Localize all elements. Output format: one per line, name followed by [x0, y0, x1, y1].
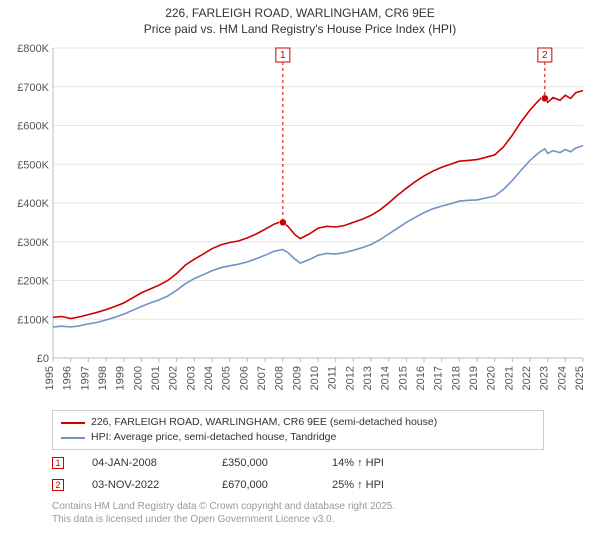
x-tick-label: 1997	[79, 366, 91, 390]
title-line-1: 226, FARLEIGH ROAD, WARLINGHAM, CR6 9EE	[0, 6, 600, 22]
event-price: £670,000	[222, 479, 332, 491]
y-tick-label: £600K	[17, 121, 49, 133]
legend-item: 226, FARLEIGH ROAD, WARLINGHAM, CR6 9EE …	[61, 415, 535, 430]
legend-swatch	[61, 422, 85, 424]
x-tick-label: 2020	[486, 366, 498, 390]
chart-title-block: 226, FARLEIGH ROAD, WARLINGHAM, CR6 9EE …	[0, 0, 600, 37]
x-tick-label: 2017	[433, 366, 445, 390]
x-tick-label: 2008	[274, 366, 286, 390]
y-tick-label: £700K	[17, 82, 49, 94]
x-tick-label: 2025	[574, 366, 586, 390]
x-tick-label: 2014	[380, 366, 392, 390]
y-tick-label: £0	[37, 353, 49, 365]
x-tick-label: 2001	[150, 366, 162, 390]
event-date: 03-NOV-2022	[92, 479, 222, 491]
x-tick-label: 2003	[185, 366, 197, 390]
legend-label: HPI: Average price, semi-detached house,…	[91, 430, 336, 445]
event-row: 2 03-NOV-2022£670,00025% ↑ HPI	[52, 474, 452, 496]
y-tick-label: £400K	[17, 198, 49, 210]
legend: 226, FARLEIGH ROAD, WARLINGHAM, CR6 9EE …	[52, 410, 544, 450]
x-tick-label: 2009	[291, 366, 303, 390]
x-tick-label: 2004	[203, 366, 215, 390]
y-tick-label: £100K	[17, 314, 49, 326]
x-tick-label: 1998	[97, 366, 109, 390]
x-tick-label: 2021	[503, 366, 515, 390]
y-tick-label: £500K	[17, 159, 49, 171]
x-tick-label: 2023	[539, 366, 551, 390]
x-tick-label: 2015	[397, 366, 409, 390]
event-date: 04-JAN-2008	[92, 457, 222, 469]
event-delta: 14% ↑ HPI	[332, 457, 452, 469]
x-tick-label: 1999	[115, 366, 127, 390]
x-tick-label: 2018	[450, 366, 462, 390]
legend-item: HPI: Average price, semi-detached house,…	[61, 430, 535, 445]
x-tick-label: 1995	[44, 366, 56, 390]
series-hpi	[53, 146, 583, 327]
x-tick-label: 2007	[256, 366, 268, 390]
event-marker-dot	[279, 219, 286, 226]
x-tick-label: 2006	[238, 366, 250, 390]
legend-label: 226, FARLEIGH ROAD, WARLINGHAM, CR6 9EE …	[91, 415, 437, 430]
title-line-2: Price paid vs. HM Land Registry's House …	[0, 22, 600, 38]
x-tick-label: 2016	[415, 366, 427, 390]
x-tick-label: 2019	[468, 366, 480, 390]
event-marker-badge: 2	[52, 479, 64, 491]
event-marker-badge: 1	[52, 457, 64, 469]
event-marker-label: 2	[542, 50, 548, 61]
event-marker-dot	[541, 95, 548, 102]
x-tick-label: 2000	[132, 366, 144, 390]
attribution-line-1: Contains HM Land Registry data © Crown c…	[52, 500, 395, 513]
event-delta: 25% ↑ HPI	[332, 479, 452, 491]
x-tick-label: 2013	[362, 366, 374, 390]
x-tick-label: 2011	[327, 366, 339, 390]
x-tick-label: 2005	[221, 366, 233, 390]
x-tick-label: 2022	[521, 366, 533, 390]
x-tick-label: 2010	[309, 366, 321, 390]
attribution-line-2: This data is licensed under the Open Gov…	[52, 513, 395, 526]
event-price: £350,000	[222, 457, 332, 469]
attribution: Contains HM Land Registry data © Crown c…	[52, 500, 395, 526]
series-price_paid	[53, 91, 583, 319]
x-tick-label: 2012	[344, 366, 356, 390]
event-row: 1 04-JAN-2008£350,00014% ↑ HPI	[52, 452, 452, 474]
y-tick-label: £300K	[17, 237, 49, 249]
y-tick-label: £800K	[17, 44, 49, 55]
legend-swatch	[61, 437, 85, 439]
event-table: 1 04-JAN-2008£350,00014% ↑ HPI 2 03-NOV-202…	[52, 452, 452, 496]
x-tick-label: 2024	[556, 366, 568, 390]
line-chart: £0 £100K £200K £300K £400K £500K £600K £700K £80…	[8, 44, 592, 404]
chart-container: £0 £100K £200K £300K £400K £500K £600K £700K £80…	[8, 44, 592, 404]
x-tick-label: 2002	[168, 366, 180, 390]
y-tick-label: £200K	[17, 276, 49, 288]
event-marker-label: 1	[280, 50, 286, 61]
x-tick-label: 1996	[62, 366, 74, 390]
